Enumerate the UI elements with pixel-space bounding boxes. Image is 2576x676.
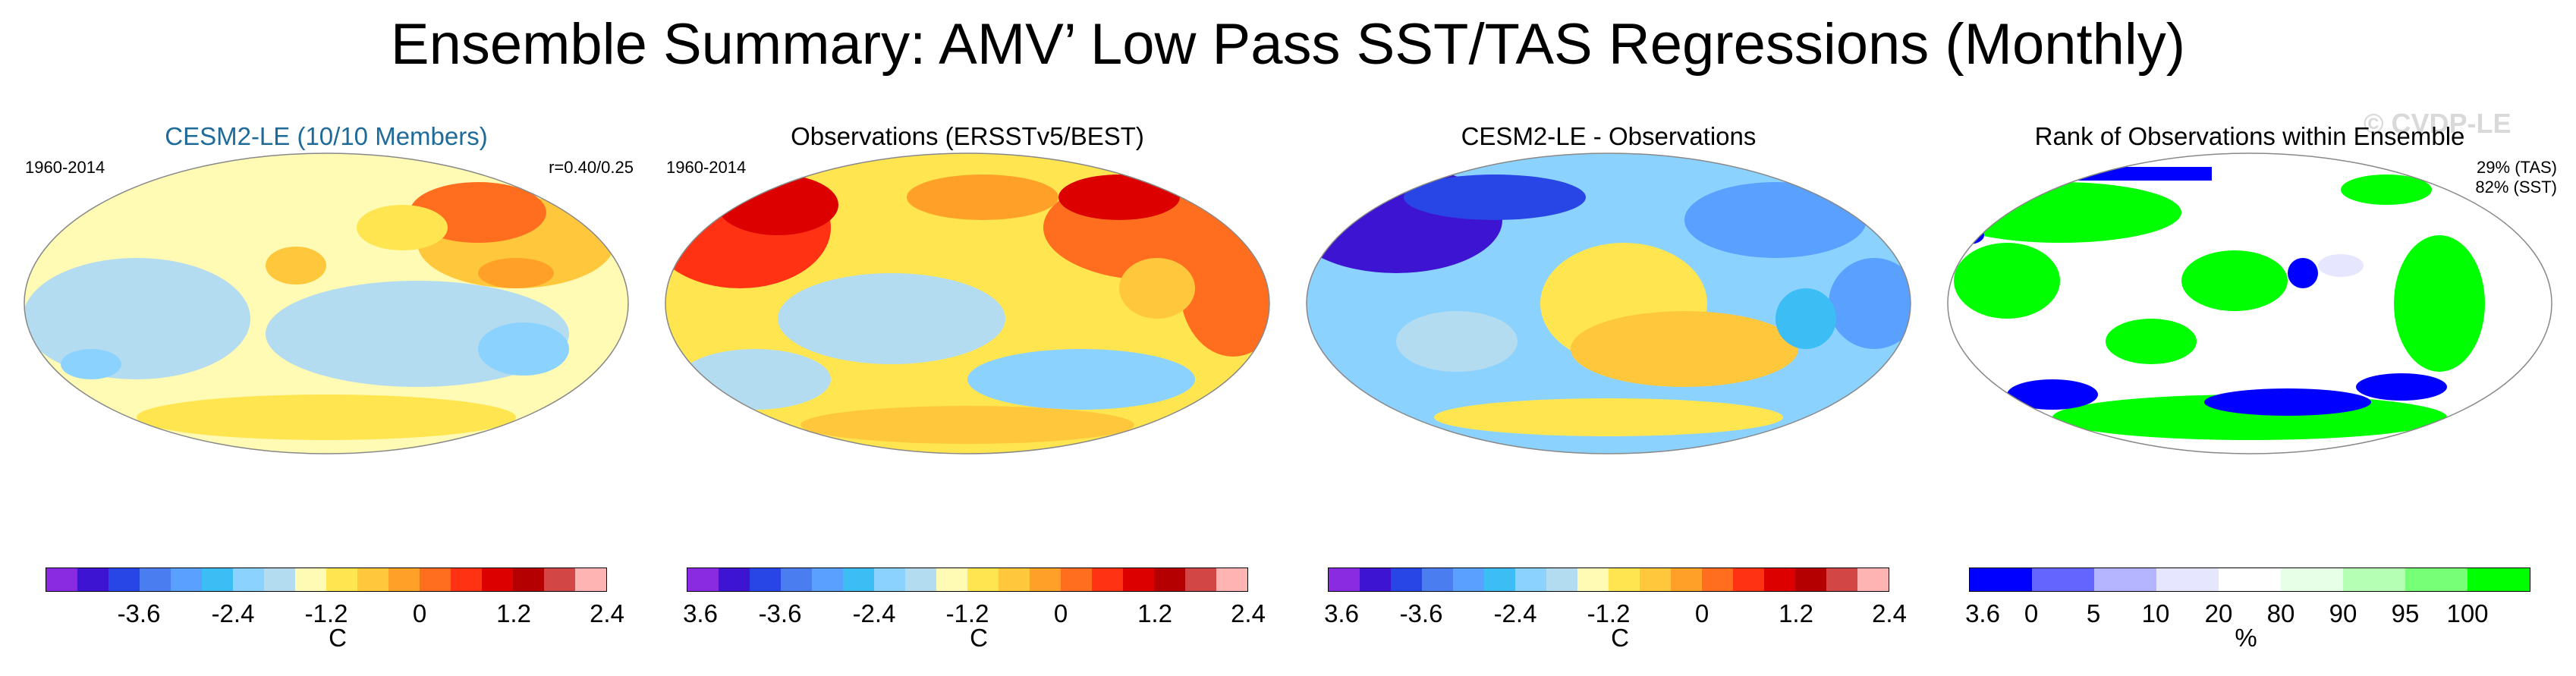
tick-label: 1.2 bbox=[1779, 599, 1813, 627]
figure-title: Ensemble Summary: AMV’ Low Pass SST/TAS … bbox=[390, 12, 2186, 77]
tick-label: -1.2 bbox=[1587, 599, 1631, 627]
period-label: 1960-2014 bbox=[666, 158, 747, 177]
tick-label: -3.6 bbox=[1399, 599, 1443, 627]
panel-title: Rank of Observations within Ensemble bbox=[2034, 122, 2465, 150]
colorbar-unit: % bbox=[2235, 624, 2257, 652]
colorbar bbox=[687, 568, 1248, 592]
rank-percent-labels: 29% (TAS) 82% (SST) bbox=[2475, 158, 2557, 197]
colorbar bbox=[1969, 568, 2530, 592]
tick-label: 0 bbox=[1053, 599, 1068, 627]
panel-title: CESM2-LE - Observations bbox=[1461, 122, 1757, 150]
colorbar-ticks: 0 5 10 20 80 90 95 100 bbox=[1969, 599, 2530, 630]
colorbar bbox=[1328, 568, 1889, 592]
panel-difference: CESM2-LE - Observations -3.6 -2.4 -1.2 0… bbox=[1294, 114, 2000, 652]
panel-title: CESM2-LE (10/10 Members) bbox=[165, 122, 488, 150]
period-label: 1960-2014 bbox=[25, 158, 105, 177]
tick-label: 20 bbox=[2204, 599, 2233, 627]
tick-label: 5 bbox=[2086, 599, 2101, 627]
tick-label: 1.2 bbox=[1137, 599, 1172, 627]
tick-label: 2.4 bbox=[590, 599, 624, 627]
tick-label: -3.6 bbox=[758, 599, 802, 627]
colorbar-ticks: -3.6 -2.4 -1.2 0 1.2 2.4 3.6 bbox=[46, 599, 718, 630]
correlation-label: r=0.40/0.25 bbox=[549, 158, 634, 177]
tick-label: 0 bbox=[2024, 599, 2039, 627]
colorbar-ticks: -3.6 -2.4 -1.2 0 1.2 2.4 3.6 bbox=[687, 599, 1359, 630]
map-rank bbox=[1947, 152, 2552, 454]
tick-label: 3.6 bbox=[683, 599, 718, 627]
tick-label: 0 bbox=[1694, 599, 1709, 627]
tick-label: 100 bbox=[2446, 599, 2489, 627]
map-difference bbox=[1306, 152, 1911, 454]
colorbar-ticks: -3.6 -2.4 -1.2 0 1.2 2.4 3.6 bbox=[1328, 599, 2000, 630]
colorbar-unit: C bbox=[970, 624, 988, 652]
tick-label: 90 bbox=[2329, 599, 2357, 627]
tick-label: 3.6 bbox=[1965, 599, 2000, 627]
map-observations bbox=[665, 152, 1270, 454]
panel-cesm2: CESM2-LE (10/10 Members) 1960-2014 r=0.4… bbox=[11, 114, 718, 652]
map-cesm2 bbox=[24, 152, 629, 454]
tick-label: 95 bbox=[2391, 599, 2420, 627]
colorbar-unit: C bbox=[1611, 624, 1629, 652]
tick-label: 1.2 bbox=[496, 599, 531, 627]
tick-label: -2.4 bbox=[211, 599, 255, 627]
rank-sst-label: 82% (SST) bbox=[2475, 178, 2557, 197]
tick-label: 2.4 bbox=[1872, 599, 1907, 627]
tick-label: -1.2 bbox=[945, 599, 989, 627]
tick-label: 0 bbox=[412, 599, 427, 627]
tick-label: 2.4 bbox=[1231, 599, 1266, 627]
watermark: © CVDP-LE bbox=[2364, 108, 2512, 139]
colorbar bbox=[46, 568, 607, 592]
tick-label: 80 bbox=[2266, 599, 2295, 627]
tick-label: -3.6 bbox=[117, 599, 161, 627]
tick-label: -2.4 bbox=[852, 599, 896, 627]
tick-label: -1.2 bbox=[304, 599, 348, 627]
colorbar-unit: C bbox=[329, 624, 347, 652]
panel-title: Observations (ERSSTv5/BEST) bbox=[791, 122, 1144, 150]
rank-tas-label: 29% (TAS) bbox=[2477, 158, 2557, 177]
panel-observations: Observations (ERSSTv5/BEST) 1960-2014 bbox=[653, 114, 1359, 652]
tick-label: 3.6 bbox=[1324, 599, 1359, 627]
tick-label: -2.4 bbox=[1493, 599, 1537, 627]
tick-label: 10 bbox=[2141, 599, 2170, 627]
panel-rank: Rank of Observations within Ensemble 29%… bbox=[1935, 114, 2565, 652]
